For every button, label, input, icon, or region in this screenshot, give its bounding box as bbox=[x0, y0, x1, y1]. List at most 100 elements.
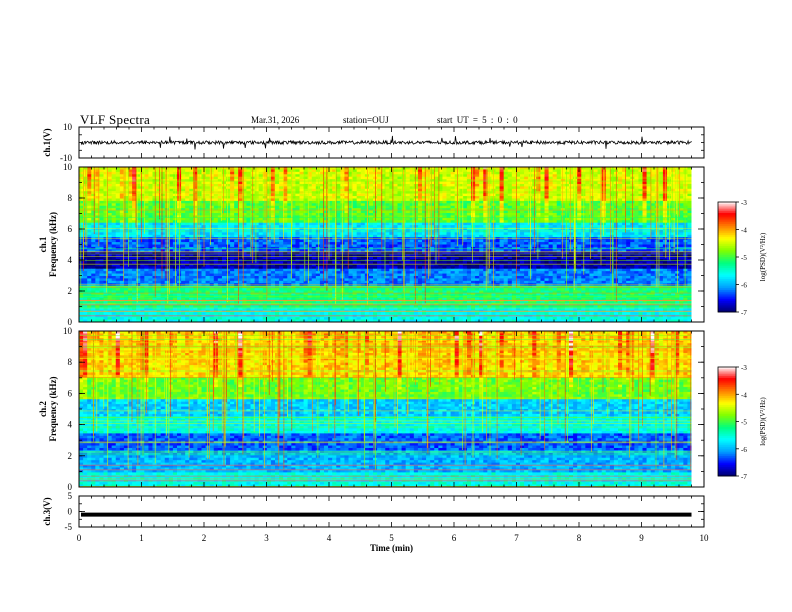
ch1-spectrogram-cell bbox=[658, 191, 664, 195]
ch1-spectrogram-cell bbox=[336, 188, 341, 192]
ch1-spectrogram-cell bbox=[205, 213, 211, 216]
ch1-spectrogram-cell bbox=[311, 200, 317, 204]
ch1-spectrogram-cell bbox=[393, 239, 398, 243]
ch1-spectrogram-cell bbox=[430, 217, 435, 221]
ch1-spectrogram-cell bbox=[319, 198, 325, 202]
ch1-spectrogram-cell bbox=[205, 234, 211, 238]
ch1-spectrogram-cell bbox=[213, 167, 219, 170]
ch1-spectrogram-cell bbox=[520, 179, 525, 182]
ch1-spectrogram-cell bbox=[466, 210, 472, 214]
ch1-spectrogram-cell bbox=[646, 186, 652, 190]
ch1-spectrogram-cell bbox=[503, 174, 509, 178]
ch1-spectrogram-cell bbox=[328, 217, 333, 221]
ch1-spectrogram-cell bbox=[111, 229, 117, 233]
ch1-spectrogram-cell bbox=[328, 213, 333, 216]
ch1-spectrogram-cell bbox=[119, 176, 125, 180]
ch1-spectrogram-cell bbox=[679, 242, 684, 245]
ch1-spectrogram-cell bbox=[344, 225, 349, 228]
ch1-spectrogram-cell bbox=[569, 232, 574, 236]
ch1-spectrogram-cell bbox=[618, 242, 623, 245]
ch1-spectrogram-cell bbox=[315, 227, 321, 231]
ch1-spectrogram-cell bbox=[658, 215, 664, 219]
ch1-spectrogram-cell bbox=[91, 167, 96, 170]
ch1-spectrogram-cell bbox=[597, 242, 603, 245]
ch1-spectrogram-cell bbox=[213, 200, 219, 204]
ch1-spectrogram-cell bbox=[564, 210, 570, 214]
ch1-spectrogram-cell bbox=[115, 225, 121, 228]
ch1-spectrogram-cell bbox=[348, 181, 353, 185]
ch1-spectrogram-cell bbox=[679, 244, 684, 248]
ch1-spectrogram-cell bbox=[140, 208, 145, 211]
ch1-spectrogram-cell bbox=[679, 220, 684, 224]
ch1-spectrogram-cell bbox=[258, 191, 264, 195]
ch1-spectrogram-cell bbox=[368, 186, 374, 190]
ch1-spectrogram-cell bbox=[332, 244, 337, 248]
ch1-spectrogram-cell bbox=[520, 186, 525, 190]
ch1-spectrogram-cell bbox=[634, 244, 639, 248]
ch1-spectrogram-cell bbox=[626, 244, 631, 248]
ch1-spectrogram-cell bbox=[144, 174, 149, 178]
ch1-spectrogram-cell bbox=[475, 220, 480, 224]
ch1-spectrogram-cell bbox=[287, 227, 292, 231]
ch1-spectrogram-cell bbox=[552, 239, 558, 243]
ch1-spectrogram-cell bbox=[511, 217, 517, 221]
ch1-spectrogram-cell bbox=[520, 239, 525, 243]
ch1-spectrogram-cell bbox=[328, 244, 333, 248]
ch1-spectrogram-cell bbox=[442, 210, 447, 214]
ch1-spectrogram-cell bbox=[197, 193, 202, 197]
ch1-spectrogram-cell bbox=[413, 193, 419, 197]
ch1-spectrogram-cell bbox=[193, 196, 198, 199]
ch1-spectrogram-cell bbox=[417, 198, 423, 202]
ch1-spectrogram-cell bbox=[217, 169, 223, 173]
ch1-spectrogram-cell bbox=[152, 186, 157, 190]
ch1-spectrogram-cell bbox=[417, 225, 423, 228]
ch1-spectrogram-cell bbox=[450, 225, 456, 228]
ch1-spectrogram-cell bbox=[442, 179, 447, 182]
ch1-spectrogram-cell bbox=[123, 198, 129, 202]
ch1-spectrogram-cell bbox=[634, 200, 639, 204]
ch1-spectrogram-cell bbox=[507, 196, 513, 199]
ch1-spectrogram-cell bbox=[315, 222, 321, 226]
ch1-spectrogram-cell bbox=[520, 200, 525, 204]
ch1-spectrogram-cell bbox=[679, 169, 684, 173]
ch1-spectrogram-cell bbox=[164, 186, 170, 190]
ch1-spectrogram-cell bbox=[483, 186, 488, 190]
ch1-spectrogram-cell bbox=[687, 193, 692, 197]
ch1-spectrogram-cell bbox=[246, 210, 251, 214]
ch1-spectrogram-cell bbox=[291, 191, 296, 195]
ch1-spectrogram-cell bbox=[103, 222, 108, 226]
ch1-spectrogram-cell bbox=[479, 232, 484, 236]
ch1-spectrogram-cell bbox=[177, 196, 182, 199]
ch1-spectrogram-cell bbox=[507, 179, 513, 182]
ch1-spectrogram-cell bbox=[605, 183, 611, 187]
ch1-spectrogram-cell bbox=[123, 167, 129, 170]
ch1-spectrogram-cell bbox=[405, 208, 411, 211]
ch1-spectrogram-cell bbox=[213, 208, 219, 211]
ch1-spectrogram-cell bbox=[103, 215, 108, 219]
ch1-spectrogram-cell bbox=[164, 244, 170, 248]
ch1-spectrogram-cell bbox=[475, 183, 480, 187]
ch1-spectrogram-cell bbox=[332, 227, 337, 231]
ch1-spectrogram-cell bbox=[507, 239, 513, 243]
ch1-spectrogram-cell bbox=[626, 176, 631, 180]
ch1-spectrogram-cell bbox=[475, 176, 480, 180]
ch1-spectrogram-cell bbox=[687, 171, 692, 175]
ch1-spectrogram-cell bbox=[605, 191, 611, 195]
ch1-spectrogram-cell bbox=[438, 220, 443, 224]
ch1-spectrogram-cell bbox=[160, 208, 166, 211]
ch1-spectrogram-cell bbox=[242, 213, 247, 216]
ch1-spectrogram-cell bbox=[254, 229, 260, 233]
ch1-spectrogram-cell bbox=[609, 239, 615, 243]
ch1-spectrogram-cell bbox=[91, 171, 96, 175]
ch1-spectrogram-cell bbox=[160, 220, 166, 224]
ch1-spectrogram-cell bbox=[618, 225, 623, 228]
ch1-spectrogram-cell bbox=[221, 222, 227, 226]
ch1-spectrogram-cell bbox=[393, 242, 398, 245]
ch1-spectrogram-cell bbox=[295, 210, 300, 214]
ch1-spectrogram-cell bbox=[299, 181, 304, 185]
ch1-spectrogram-cell bbox=[511, 242, 517, 245]
ch1-spectrogram-cell bbox=[458, 210, 464, 214]
ch1-spectrogram-cell bbox=[181, 188, 186, 192]
ch1-spectrogram-cell bbox=[144, 181, 149, 185]
ch1-spectrogram-cell bbox=[577, 210, 582, 214]
